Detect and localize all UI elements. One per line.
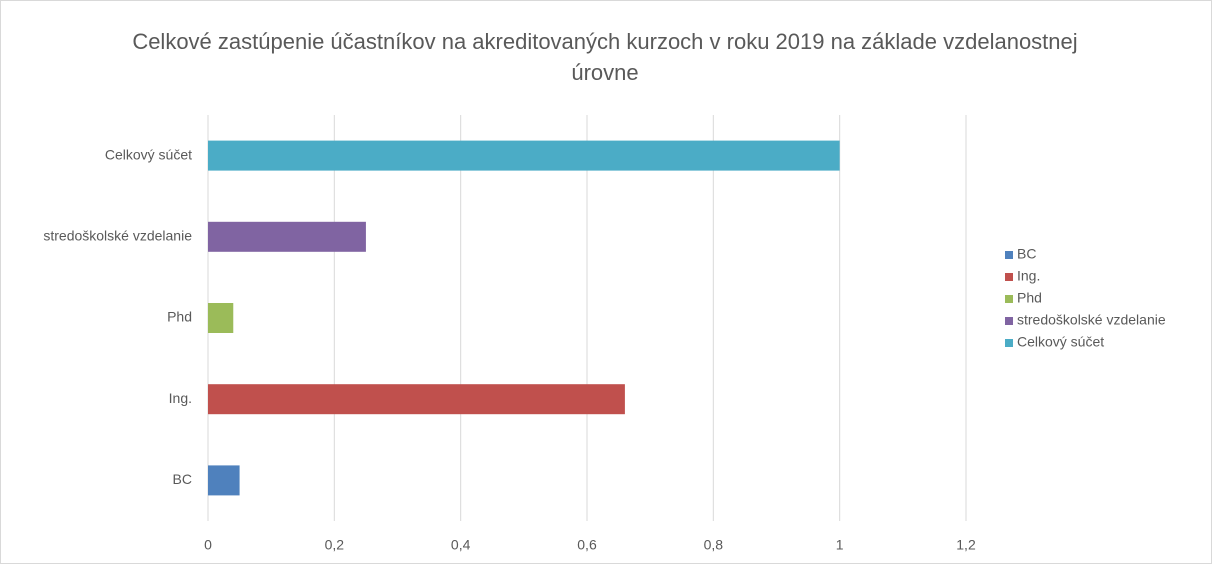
legend-swatch	[1005, 317, 1013, 325]
legend-swatch	[1005, 273, 1013, 281]
legend-label: Celkový súčet	[1017, 334, 1104, 350]
x-tick-label: 0	[204, 537, 212, 553]
legend-label: Ing.	[1017, 268, 1040, 284]
legend-label: stredoškolské vzdelanie	[1017, 312, 1166, 328]
bar	[208, 140, 840, 171]
x-tick-label: 0,8	[704, 537, 724, 553]
chart-title: Celkové zastúpenie účastníkov na akredit…	[132, 29, 1078, 85]
bar	[208, 384, 625, 415]
legend-label: BC	[1017, 246, 1036, 262]
bar	[208, 303, 234, 333]
legend-swatch	[1005, 339, 1013, 347]
x-tick-label: 0,6	[577, 537, 597, 553]
y-tick-label: Celkový súčet	[105, 146, 192, 162]
x-tick-label: 1	[836, 537, 844, 553]
x-tick-label: 0,4	[451, 537, 471, 553]
bar	[208, 465, 240, 496]
legend-swatch	[1005, 251, 1013, 259]
bar	[208, 221, 366, 252]
legend-label: Phd	[1017, 290, 1042, 306]
x-tick-label: 1,2	[956, 537, 976, 553]
x-tick-label: 0,2	[325, 537, 345, 553]
y-tick-label: stredoškolské vzdelanie	[43, 228, 192, 244]
legend-swatch	[1005, 295, 1013, 303]
y-tick-label: BC	[173, 471, 192, 487]
y-tick-label: Ing.	[169, 390, 192, 406]
y-tick-label: Phd	[167, 309, 192, 325]
